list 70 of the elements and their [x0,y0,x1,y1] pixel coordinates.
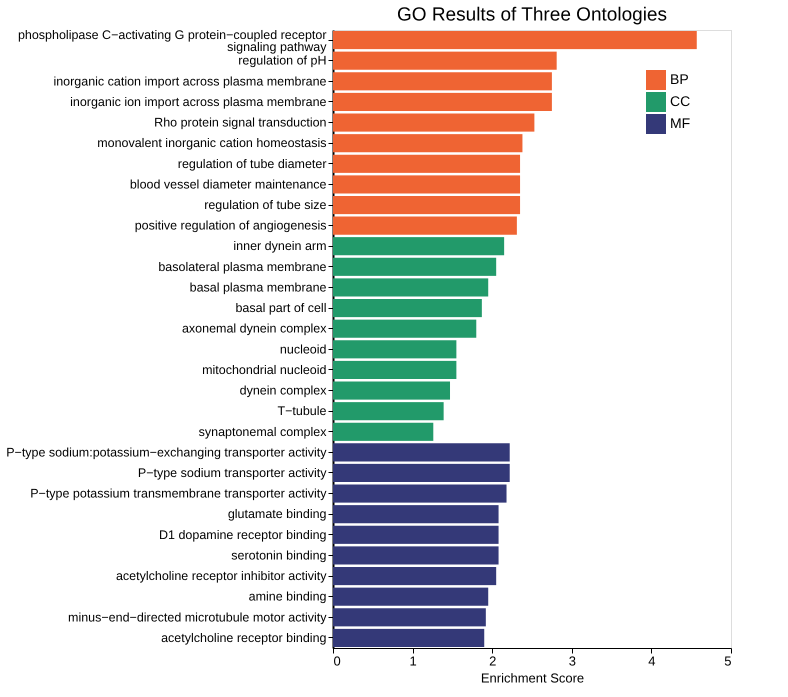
bar [333,134,522,152]
y-tick-label: basolateral plasma membrane [158,260,327,274]
bar [333,340,456,358]
bar [333,546,499,565]
bar [333,608,486,626]
bar [333,443,510,462]
x-tick-label: 3 [568,654,576,668]
bar [333,422,434,441]
bar [333,31,697,50]
y-tick-label: blood vessel diameter maintenance [130,177,327,192]
bar [333,381,450,400]
y-tick-label: P−type sodium:potassium−exchanging transporter activity [6,445,328,460]
x-axis-title: Enrichment Score [480,670,584,686]
bar [333,52,557,70]
x-tick-label: 1 [409,654,417,668]
x-tick-label: 4 [648,654,656,668]
y-tick-label: D1 dopamine receptor binding [159,528,327,542]
y-tick-label: nucleoid [280,342,327,356]
bar [333,113,534,132]
bar [333,464,510,482]
bar [333,258,496,276]
y-tick-label: P−type potassium transmembrane transporter activity [30,486,328,501]
bar [333,216,517,235]
y-tick-label: monovalent inorganic cation homeostasis [97,136,326,150]
y-tick-label: inorganic cation import across plasma membrane [53,74,327,88]
bar [333,154,520,173]
y-tick-label: amine binding [248,590,327,604]
y-tick-label: inner dynein arm [233,239,326,254]
bar [333,526,499,544]
bar [333,72,552,90]
y-tick-label: P−type sodium transporter activity [138,466,328,480]
y-tick-label: mitochondrial nucleoid [202,362,327,377]
bar [333,566,496,586]
y-tick-label: basal part of cell [235,301,326,316]
y-tick-label: T−tubule [278,404,327,418]
legend-label: MF [670,115,690,131]
y-tick-label: serotonin binding [231,548,327,562]
bar [333,175,520,194]
y-tick-label: acetylcholine receptor binding [161,630,327,645]
bar [333,278,488,297]
y-tick-label: regulation of tube diameter [178,156,326,171]
y-tick-label: inorganic ion import across plasma membrane [70,94,327,109]
bar [333,360,456,379]
bar [333,402,444,420]
bar [333,237,504,256]
bar [333,299,482,318]
bar [333,484,507,503]
y-tick-label: regulation of pH [238,54,326,68]
y-tick-label: positive regulation of angiogenesis [134,218,326,233]
y-tick-label: axonemal dynein complex [182,322,328,336]
legend-label: BP [670,71,689,87]
y-tick-label: synaptonemal complex [198,424,328,439]
y-tick-label: glutamate binding [228,507,327,522]
y-tick-label: acetylcholine receptor inhibitor activity [116,569,328,584]
x-tick-label: 0 [334,654,341,668]
bar [333,628,484,647]
bar [333,505,499,524]
y-tick-label: minus−end−directed microtubule motor activity [68,610,328,624]
bar [333,588,488,606]
y-tick-label: regulation of tube size [204,198,327,212]
y-tick-label: dynein complex [240,384,328,398]
y-tick-label: Rho protein signal transduction [154,116,327,130]
bar [333,320,476,338]
y-tick-label: basal plasma membrane [190,280,327,294]
x-tick-label: 2 [489,654,496,668]
legend-label: CC [670,93,690,109]
bar [333,92,552,112]
chart-title: GO Results of Three Ontologies [397,4,667,26]
bar [333,196,520,214]
x-tick-label: 5 [724,654,732,668]
